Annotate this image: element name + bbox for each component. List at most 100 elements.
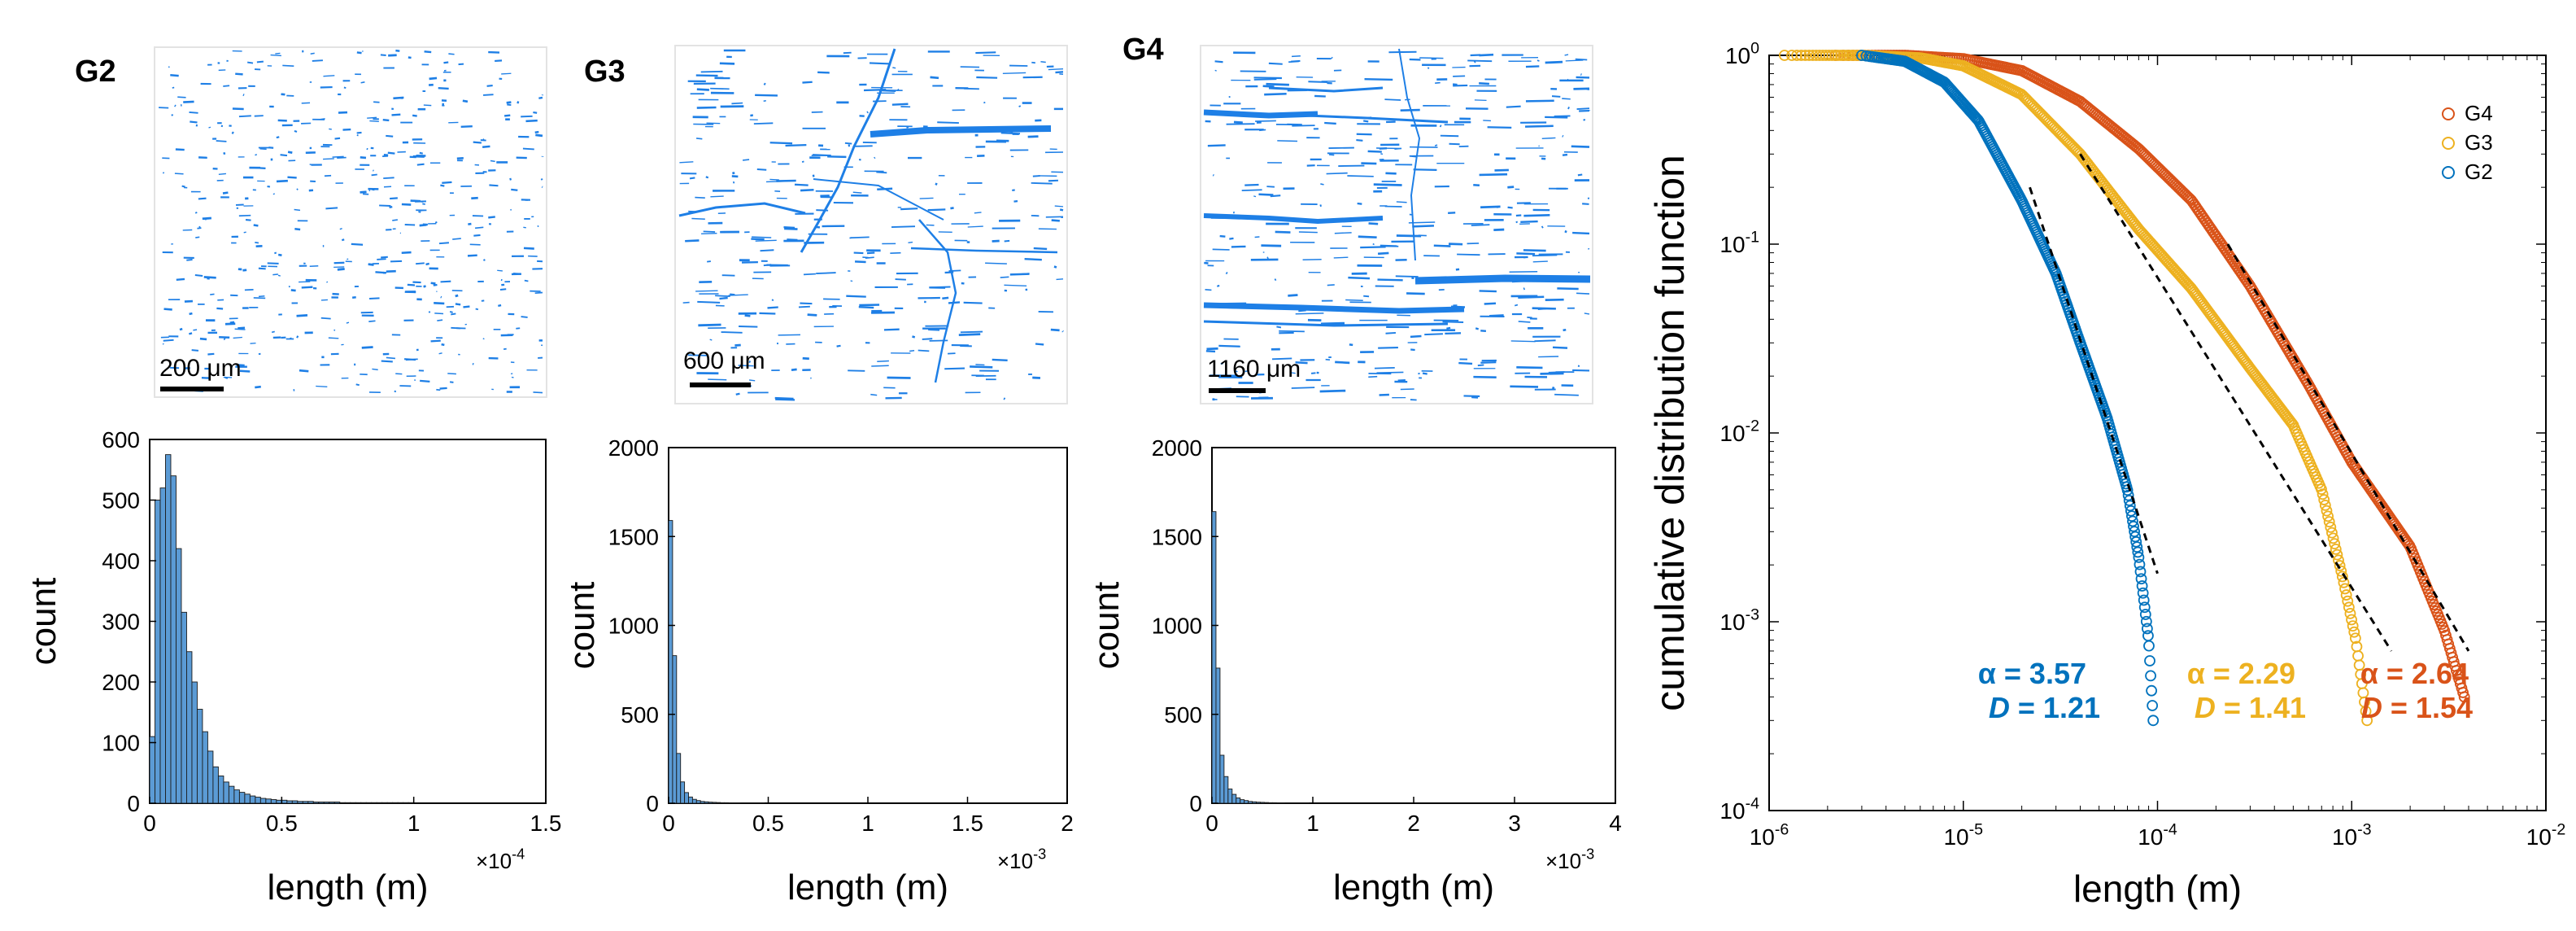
crack-segment — [361, 346, 373, 349]
crack-segment — [1253, 78, 1277, 81]
crack-segment — [242, 269, 247, 272]
crack-segment — [1562, 98, 1571, 100]
crack-segment — [1414, 274, 1591, 285]
crack-segment — [1206, 347, 1218, 351]
crack-segment — [703, 230, 716, 233]
crack-segment — [197, 227, 202, 229]
crack-segment — [1268, 112, 1449, 124]
crack-segment — [992, 239, 1000, 243]
data-point — [2343, 601, 2355, 614]
data-point — [2133, 551, 2145, 563]
crack-segment — [360, 156, 367, 160]
crack-segment — [890, 251, 901, 254]
crack-segment — [1378, 346, 1398, 349]
histogram-bar — [376, 802, 383, 804]
crack-segment — [416, 262, 425, 265]
crack-segment — [760, 249, 774, 252]
dimension-annotation-g4: D = 1.54 — [2361, 691, 2473, 724]
x-tick-label-exponent: -5 — [1969, 820, 1984, 838]
crack-segment — [891, 103, 909, 106]
data-point — [2457, 687, 2469, 698]
micrograph-g4: G4 1160 μm — [1122, 33, 1593, 404]
crack-segment — [259, 148, 267, 151]
crack-segment — [1268, 62, 1283, 65]
crack-segment — [1467, 59, 1493, 63]
data-point — [1779, 50, 1790, 61]
crack-segment — [1398, 48, 1421, 261]
crack-segment — [194, 273, 203, 277]
crack-segment — [296, 335, 299, 339]
crack-segment — [216, 140, 227, 142]
histogram-bar — [1215, 667, 1221, 804]
crack-segment — [356, 51, 362, 55]
scale-bar-label-g2: 200 μm — [159, 355, 242, 382]
crack-segment — [360, 190, 367, 194]
crack-segment — [1516, 252, 1536, 256]
crack-segment — [517, 101, 520, 104]
histogram-bar — [255, 797, 261, 804]
data-point — [2339, 583, 2351, 595]
crack-segment — [195, 236, 200, 238]
crack-segment — [1576, 292, 1590, 295]
crack-segment — [803, 273, 816, 276]
crack-segment — [1259, 129, 1266, 132]
crack-segment — [958, 333, 981, 336]
histogram-bar — [249, 795, 256, 804]
crack-segment — [1397, 378, 1406, 382]
crack-segment — [1288, 60, 1299, 63]
histogram-bar — [217, 776, 224, 804]
crack-segment — [708, 378, 727, 381]
histogram-bar — [286, 800, 293, 804]
x-tick-label-exponent: -6 — [1775, 820, 1789, 838]
crack-segment — [534, 291, 543, 295]
crack-segment — [436, 388, 441, 391]
legend: G4 G3 G2 — [2442, 101, 2493, 184]
crack-segment — [1545, 116, 1568, 119]
crack-segment — [706, 122, 721, 125]
crack-segment — [891, 225, 916, 228]
crack-segment — [678, 202, 806, 217]
crack-segment — [208, 126, 211, 129]
histogram-bar — [1264, 802, 1269, 804]
y-tick-label: 2000 — [608, 435, 659, 461]
crack-segment — [1552, 346, 1568, 349]
crack-segment — [974, 212, 982, 214]
y-tick-label: 0 — [127, 791, 140, 816]
y-tick-label-exponent: -2 — [1746, 417, 1759, 435]
crack-segment — [309, 264, 319, 268]
crack-segment — [1575, 58, 1588, 61]
histogram-bar — [381, 802, 388, 804]
histogram-bar — [207, 750, 214, 804]
crack-segment — [1516, 365, 1543, 369]
crack-segment — [449, 310, 453, 313]
crack-segment — [174, 104, 177, 107]
crack-segment — [1377, 278, 1403, 282]
crack-segment — [439, 387, 447, 390]
crack-segment — [510, 208, 512, 211]
dimension-value: = 1.54 — [2382, 691, 2473, 724]
crack-segment — [320, 317, 331, 320]
crack-segment — [455, 294, 459, 298]
crack-segment — [473, 141, 482, 144]
crack-segment — [172, 86, 175, 89]
crack-segment — [877, 360, 889, 362]
dimension-symbol: D — [2361, 691, 2382, 724]
crack-segment — [1446, 326, 1451, 330]
crack-segment — [275, 52, 281, 55]
crack-segment — [769, 142, 793, 145]
crack-segment — [163, 339, 174, 342]
crack-segment — [1435, 81, 1441, 85]
crack-segment — [738, 365, 754, 367]
data-point — [2346, 614, 2357, 626]
y-tick-label: 1000 — [1152, 614, 1202, 639]
crack-segment — [194, 212, 198, 214]
x-exponent-label: ×10-4 — [476, 846, 525, 873]
crack-segment — [424, 50, 432, 54]
crack-segment — [1027, 135, 1039, 138]
crack-segment — [759, 312, 776, 315]
x-axis-label: length (m) — [267, 868, 428, 907]
crack-map-g4 — [1203, 48, 1591, 401]
x-exponent-label-base: ×10 — [997, 849, 1033, 873]
histogram-bar — [355, 802, 362, 804]
crack-segment — [312, 59, 323, 62]
